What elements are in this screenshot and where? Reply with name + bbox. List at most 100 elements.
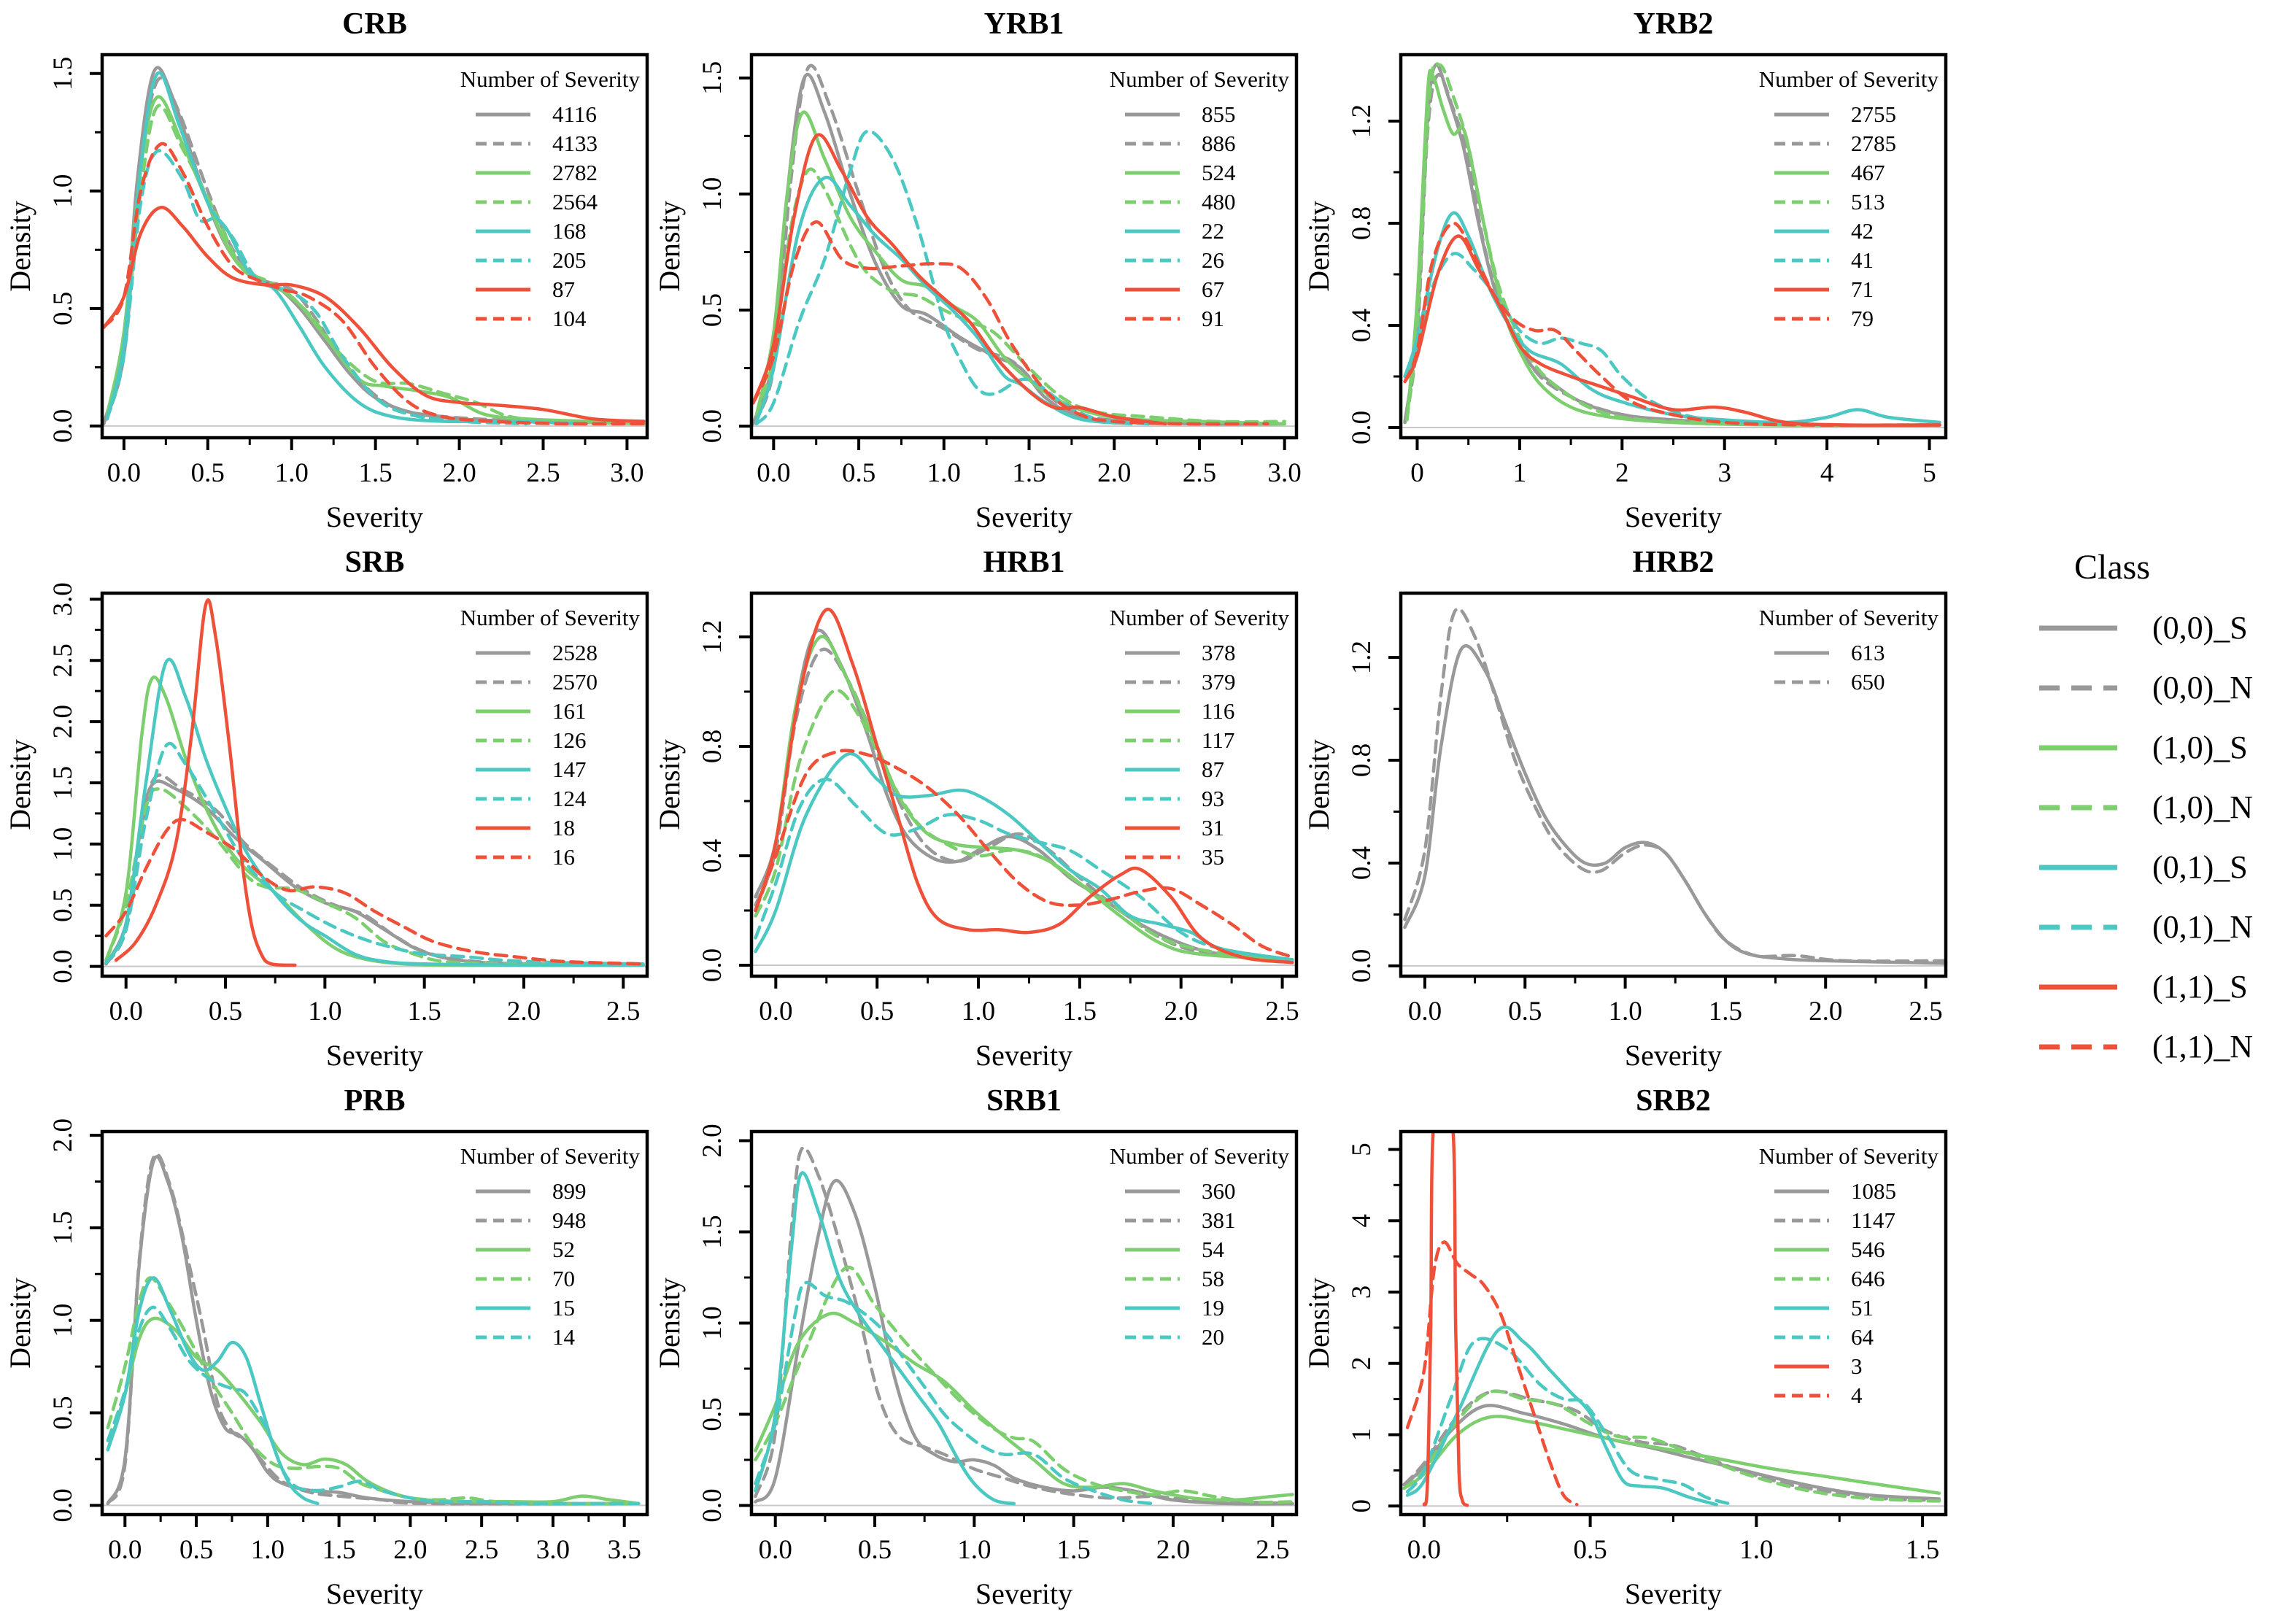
x-tick-label: 1.0 xyxy=(962,997,995,1027)
density-curve-(0,1)_S xyxy=(1405,1325,1718,1507)
y-tick-label: 0.5 xyxy=(48,292,78,325)
density-curve-(1,1)_S xyxy=(114,598,297,967)
x-tick-label: 2.0 xyxy=(1809,997,1842,1027)
legend-count: 51 xyxy=(1851,1295,1874,1321)
class-legend-label: (1,1)_N xyxy=(2152,1029,2253,1064)
density-curve-(1,1)_N xyxy=(1405,1240,1579,1507)
legend-count: 1085 xyxy=(1851,1178,1896,1204)
x-tick-label: 0.5 xyxy=(860,997,894,1027)
panel-title: HRB1 xyxy=(983,546,1064,579)
class-legend-svg: Class(0,0)_S (0,0)_N (1,0)_S (1,0)_N (0,1)_S… xyxy=(2039,548,2253,1064)
x-tick-label: 0.5 xyxy=(1574,1535,1607,1565)
y-tick-label: 1.5 xyxy=(48,766,78,800)
legend-title: Number of Severity xyxy=(1110,66,1290,92)
panels-grid: CRB 0.0 0.5 1.0 1.5 2.0 2.5 3.0 0.0 0.5 1.0 1.5 Seve… xyxy=(4,0,1952,1615)
legend-count: 70 xyxy=(552,1266,575,1291)
panel-yrb2: YRB2 0 1 2 3 4 5 0.0 0.4 0.8 1.2 Severity Density Num… xyxy=(1302,0,1952,538)
legend-count: 378 xyxy=(1202,640,1236,665)
curves-group xyxy=(1402,1132,1941,1507)
legend-count: 54 xyxy=(1202,1237,1225,1262)
curves-group xyxy=(102,66,646,426)
y-tick-label: 3.0 xyxy=(48,582,78,616)
class-legend: Class (0,0)_S (0,0)_N (1,0)_S (1,0)_N (0,1)_S… xyxy=(1955,536,2296,1105)
y-axis: 0.0 0.5 1.0 1.5 2.0 2.5 3.0 xyxy=(48,582,102,983)
density-curve-(1,0)_N xyxy=(754,688,1294,962)
density-curve-(1,1)_N xyxy=(102,142,646,426)
x-tick-label: 0.0 xyxy=(109,997,143,1027)
panel-legend: Number of Severity 2755 2785 467 513 42 41 71 79 xyxy=(1759,66,1939,331)
density-curve-(0,1)_S xyxy=(105,71,579,425)
legend-count: 4116 xyxy=(552,101,597,127)
x-tick-label: 1.0 xyxy=(1608,997,1642,1027)
x-axis-label: Severity xyxy=(1625,1577,1722,1610)
y-tick-label: 0.5 xyxy=(48,1396,78,1429)
x-axis-label: Severity xyxy=(326,500,423,533)
legend-count: 58 xyxy=(1202,1266,1224,1291)
legend-count: 35 xyxy=(1202,844,1224,870)
legend-count: 71 xyxy=(1851,277,1874,302)
x-tick-label: 1.0 xyxy=(308,997,341,1027)
y-tick-label: 0.4 xyxy=(1347,309,1377,342)
panel-border xyxy=(749,591,1299,978)
legend-title: Number of Severity xyxy=(460,66,641,92)
legend-count: 116 xyxy=(1202,698,1234,724)
x-tick-label: 2.0 xyxy=(442,458,476,488)
density-curve-(0,0)_N xyxy=(1402,1389,1941,1502)
x-axis: 0.0 0.5 1.0 1.5 2.0 2.5 xyxy=(759,1515,1289,1565)
x-tick-label: 1 xyxy=(1513,458,1527,488)
panel-legend: Number of Severity 378 379 116 117 87 93 31 35 xyxy=(1110,605,1290,870)
y-axis-label: Density xyxy=(1302,201,1335,291)
y-tick-label: 0.0 xyxy=(1347,949,1377,983)
y-tick-label: 0.4 xyxy=(697,839,727,873)
legend-count: 467 xyxy=(1851,160,1885,185)
y-tick-label: 0.5 xyxy=(48,889,78,922)
panel-title: SRB1 xyxy=(986,1084,1062,1118)
x-axis-label: Severity xyxy=(975,1577,1072,1610)
y-tick-label: 0.0 xyxy=(48,1488,78,1522)
legend-count: 22 xyxy=(1202,218,1224,244)
y-axis-label: Density xyxy=(653,201,686,291)
x-axis: 0.0 0.5 1.0 1.5 2.0 2.5 3.0 3.5 xyxy=(108,1515,641,1565)
y-tick-label: 1.0 xyxy=(697,1306,727,1339)
x-tick-label: 1.5 xyxy=(1709,997,1742,1027)
legend-count: 899 xyxy=(552,1178,587,1204)
curves-group xyxy=(754,1146,1294,1506)
y-tick-label: 3 xyxy=(1347,1286,1377,1299)
legend-count: 52 xyxy=(552,1237,575,1262)
y-axis: 0.0 0.4 0.8 1.2 xyxy=(1347,104,1401,444)
y-tick-label: 1.0 xyxy=(697,177,727,211)
x-tick-label: 5 xyxy=(1922,458,1936,488)
panel-hrb2: HRB2 0.0 0.5 1.0 1.5 2.0 2.5 0.0 0.4 0.8 1.2 Severi… xyxy=(1302,538,1952,1077)
x-tick-label: 1.0 xyxy=(275,458,309,488)
density-curve-(0,1)_N xyxy=(106,1305,641,1506)
x-axis: 0 1 2 3 4 5 xyxy=(1410,438,1936,488)
legend-count: 2528 xyxy=(552,640,598,665)
class-legend-label: (1,1)_S xyxy=(2152,969,2248,1005)
y-tick-label: 0.0 xyxy=(697,948,727,982)
y-tick-label: 0.0 xyxy=(48,949,78,983)
y-axis: 0.0 0.4 0.8 1.2 xyxy=(1347,641,1401,983)
legend-count: 91 xyxy=(1202,306,1224,331)
panel-title: PRB xyxy=(344,1084,406,1118)
legend-count: 855 xyxy=(1202,101,1236,127)
legend-title: Number of Severity xyxy=(460,1143,641,1169)
y-axis-label: Density xyxy=(4,201,36,291)
legend-count: 948 xyxy=(552,1207,587,1233)
legend-title: Number of Severity xyxy=(1759,1143,1939,1169)
y-axis-label: Density xyxy=(1302,1277,1335,1368)
panel-legend: Number of Severity 855 886 524 480 22 26 67 91 xyxy=(1110,66,1290,331)
legend-count: 18 xyxy=(552,815,575,840)
panel-border xyxy=(1399,591,1948,978)
legend-count: 26 xyxy=(1202,247,1224,273)
x-tick-label: 0.5 xyxy=(209,997,242,1027)
x-tick-label: 0.0 xyxy=(1408,997,1442,1027)
x-tick-label: 1.5 xyxy=(1012,458,1045,488)
density-curve-(1,1)_N xyxy=(754,749,1294,959)
panel-title: YRB1 xyxy=(984,7,1064,41)
x-tick-label: 1.5 xyxy=(1063,997,1097,1027)
legend-count: 2782 xyxy=(552,160,598,185)
x-tick-label: 3 xyxy=(1717,458,1731,488)
y-tick-label: 2.0 xyxy=(697,1124,727,1157)
class-legend-label: (0,0)_N xyxy=(2152,670,2253,705)
x-tick-label: 3.0 xyxy=(1268,458,1302,488)
